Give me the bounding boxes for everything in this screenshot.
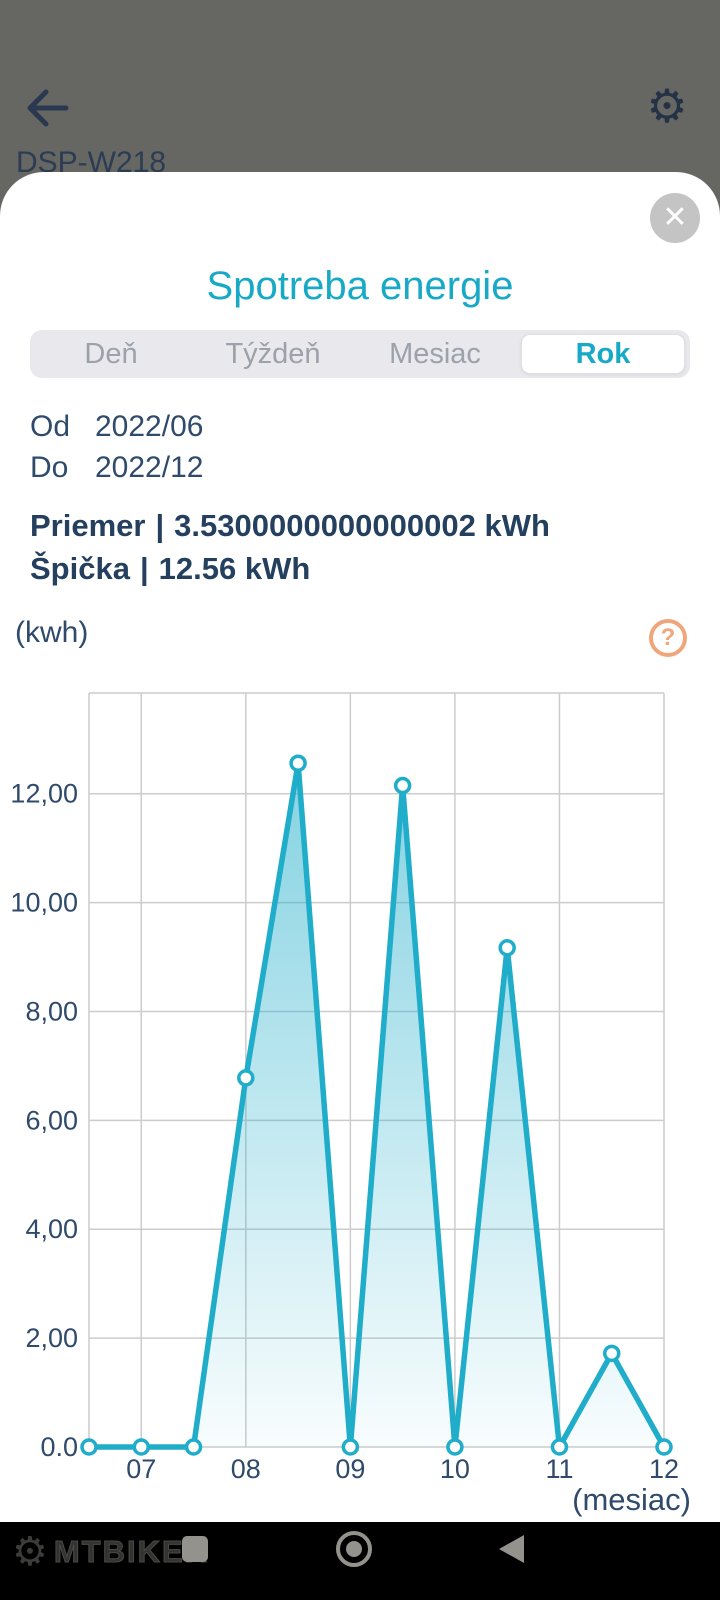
stats-block: Priemer | 3.5300000000000002 kWh Špička | 12…	[30, 508, 550, 594]
consumption-line-chart: 0.0 2,00 4,00 6,00 8,00 10,00 12,00 07 08 09 10 11 1…	[10, 692, 679, 1484]
date-to-label: Do	[30, 451, 69, 484]
date-to-value[interactable]: 2022/12	[95, 451, 204, 484]
settings-gear-icon[interactable]: ⚙	[646, 80, 688, 132]
date-from-row[interactable]: Od 2022/06	[30, 410, 203, 444]
y-axis-unit-label: (kwh)	[15, 616, 89, 649]
svg-text:10,00: 10,00	[10, 888, 78, 918]
period-tabbar: Deň Týždeň Mesiac Rok	[30, 330, 690, 378]
tab-den[interactable]: Deň	[84, 337, 138, 370]
svg-text:07: 07	[126, 1454, 156, 1484]
svg-text:09: 09	[335, 1454, 365, 1484]
date-from-value[interactable]: 2022/06	[95, 410, 204, 443]
date-to-row[interactable]: Do 2022/12	[30, 451, 203, 485]
tab-tyzden[interactable]: Týždeň	[225, 337, 321, 370]
android-nav-bar: ⚙ MTBIKER	[0, 1522, 720, 1600]
modal-title: Spotreba energie	[206, 264, 514, 308]
x-axis-unit-label: (mesiac)	[572, 1482, 691, 1517]
close-button[interactable]: ✕	[650, 193, 700, 243]
home-button-icon[interactable]	[336, 1531, 372, 1567]
date-from-label: Od	[30, 410, 71, 443]
peak-row: Špička | 12.56 kWh	[30, 551, 550, 587]
peak-separator: |	[139, 551, 149, 586]
watermark-text: MTBIKER	[53, 1534, 210, 1570]
close-icon: ✕	[662, 201, 688, 234]
svg-text:12,00: 12,00	[10, 779, 78, 809]
back-button[interactable]	[24, 86, 70, 130]
svg-text:12: 12	[649, 1454, 679, 1484]
svg-text:11: 11	[545, 1454, 573, 1484]
svg-text:08: 08	[231, 1454, 261, 1484]
watermark-gear-icon: ⚙	[12, 1530, 48, 1574]
tab-rok[interactable]: Rok	[521, 334, 685, 374]
average-separator: |	[155, 508, 165, 543]
average-value: 3.5300000000000002 kWh	[174, 508, 550, 543]
help-button[interactable]: ?	[649, 619, 687, 657]
svg-text:2,00: 2,00	[25, 1323, 78, 1353]
date-range: Od 2022/06 Do 2022/12	[30, 410, 203, 492]
svg-text:0.0: 0.0	[40, 1432, 78, 1462]
svg-text:10: 10	[440, 1454, 470, 1484]
nav-back-triangle-icon[interactable]	[499, 1535, 524, 1563]
svg-text:6,00: 6,00	[25, 1105, 78, 1135]
svg-text:8,00: 8,00	[25, 996, 78, 1026]
average-label: Priemer	[30, 508, 146, 543]
watermark: ⚙ MTBIKER	[12, 1530, 209, 1574]
peak-label: Špička	[30, 551, 130, 586]
peak-value: 12.56 kWh	[158, 551, 311, 586]
average-row: Priemer | 3.5300000000000002 kWh	[30, 508, 550, 544]
home-button-dot	[346, 1541, 362, 1557]
recents-button-icon[interactable]	[182, 1536, 208, 1562]
question-mark-icon: ?	[660, 624, 676, 651]
tab-mesiac[interactable]: Mesiac	[389, 337, 481, 370]
back-arrow-icon	[27, 89, 69, 127]
energy-consumption-modal: ✕ Spotreba energie Deň Týždeň Mesiac Rok…	[0, 172, 720, 1522]
svg-text:4,00: 4,00	[25, 1214, 78, 1244]
